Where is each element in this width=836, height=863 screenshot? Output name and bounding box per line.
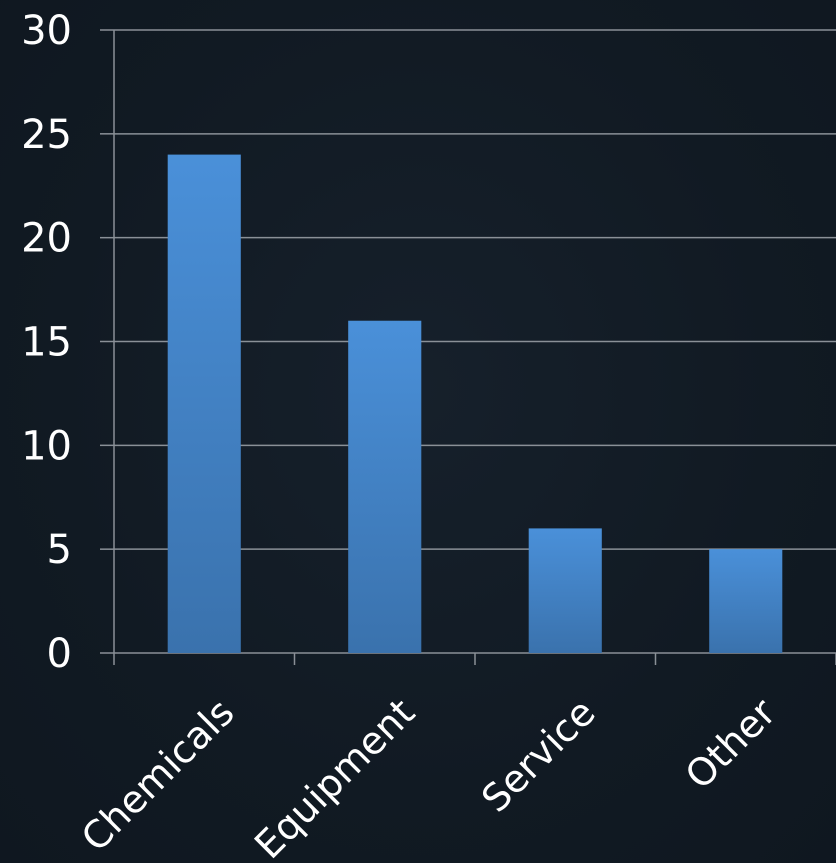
x-tick-labels: Chemicals Equipment Service Other [73, 690, 785, 863]
x-tick-label: Equipment [246, 690, 423, 863]
y-tick-label: 20 [21, 216, 72, 262]
bar-other [709, 549, 783, 653]
x-tick-label: Other [677, 690, 785, 798]
x-tick-label: Service [473, 690, 603, 820]
bars [167, 154, 783, 653]
bar-service [528, 528, 602, 653]
y-tick-label: 0 [47, 631, 72, 677]
x-tick-label: Chemicals [73, 690, 243, 860]
y-tick-label: 5 [47, 527, 72, 573]
bar-chemicals [167, 154, 241, 653]
y-tick-label: 10 [21, 423, 72, 469]
y-tick-label: 30 [21, 8, 72, 54]
y-tick-labels: 0 5 10 15 20 25 30 [21, 8, 72, 677]
y-tick-label: 25 [21, 112, 72, 158]
y-tick-label: 15 [21, 320, 72, 366]
bar-equipment [348, 320, 422, 653]
